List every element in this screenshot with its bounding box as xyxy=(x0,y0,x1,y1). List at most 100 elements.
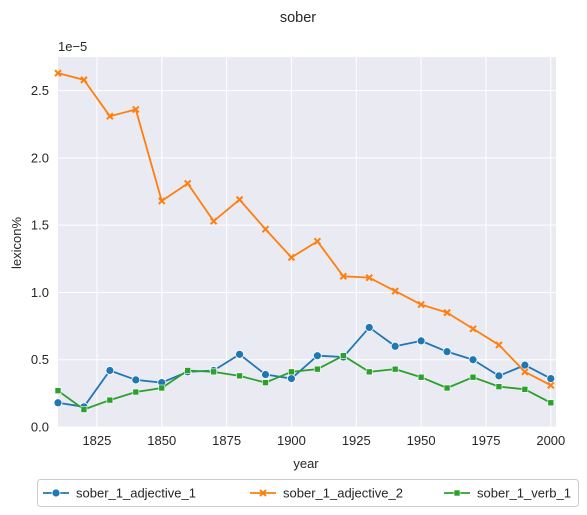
data-point-stroke xyxy=(495,341,503,349)
legend-label: sober_1_verb_1 xyxy=(477,486,571,501)
y-tick-label: 2.5 xyxy=(31,83,49,98)
data-point xyxy=(416,336,426,346)
data-point xyxy=(546,374,556,383)
data-point-stroke xyxy=(209,217,218,225)
x-tick-label: 1875 xyxy=(212,433,241,448)
y-tick-label: 0.0 xyxy=(31,420,49,435)
data-point xyxy=(314,365,321,373)
data-point xyxy=(365,273,373,282)
data-point-stroke xyxy=(106,112,114,120)
data-point xyxy=(80,406,88,413)
data-point xyxy=(391,365,399,373)
data-point-stroke xyxy=(235,195,244,204)
data-point xyxy=(417,300,425,309)
data-point xyxy=(53,398,63,408)
data-point-stroke xyxy=(313,237,322,246)
series-line xyxy=(57,354,552,411)
data-point xyxy=(340,352,347,359)
data-point xyxy=(390,341,400,351)
data-point xyxy=(261,225,270,233)
x-tick-label: 1900 xyxy=(277,433,306,448)
x-tick-label: 1850 xyxy=(147,433,176,448)
data-point-stroke xyxy=(547,381,555,389)
legend-label: sober_1_adjective_2 xyxy=(283,486,403,501)
data-point xyxy=(132,105,140,114)
y-tick-label: 1.0 xyxy=(31,285,49,300)
data-point-stroke xyxy=(521,368,529,376)
data-point xyxy=(262,379,269,386)
data-point-stroke xyxy=(158,197,166,205)
data-point xyxy=(547,399,555,407)
series-line xyxy=(57,72,552,387)
data-point-stroke xyxy=(365,273,373,282)
data-point xyxy=(468,355,478,365)
data-point xyxy=(261,370,270,379)
data-point xyxy=(209,217,218,225)
data-point xyxy=(469,325,477,333)
plot-area xyxy=(58,57,556,427)
data-point xyxy=(184,367,191,374)
data-point xyxy=(339,272,348,281)
legend-marker-stroke xyxy=(259,489,267,497)
data-point-stroke xyxy=(443,308,451,317)
data-point xyxy=(443,384,451,392)
data-point-stroke xyxy=(287,253,296,262)
x-tick-label: 1925 xyxy=(342,433,371,448)
data-point xyxy=(364,323,374,332)
data-point xyxy=(158,197,166,205)
data-point xyxy=(417,373,425,381)
y-tick-label: 1.5 xyxy=(31,218,49,233)
legend-entry: sober_1_verb_1 xyxy=(444,486,571,501)
data-point-stroke xyxy=(80,76,88,84)
series-sober_1_adjective_2 xyxy=(54,69,555,389)
data-point xyxy=(210,368,217,376)
data-point xyxy=(131,375,141,385)
data-point xyxy=(313,237,322,246)
data-point xyxy=(520,360,530,370)
series-layer xyxy=(53,69,556,413)
data-point xyxy=(287,374,296,383)
data-point xyxy=(365,368,373,376)
data-point-stroke xyxy=(417,300,425,309)
data-point xyxy=(494,371,504,381)
data-point xyxy=(442,347,452,357)
grid xyxy=(58,57,556,428)
legend-box xyxy=(37,479,579,507)
data-point-stroke xyxy=(183,179,192,188)
legend: sober_1_adjective_1 sober_1_adjective_2 so… xyxy=(37,479,579,507)
data-point xyxy=(495,383,503,390)
x-tick-label: 2000 xyxy=(536,433,565,448)
y-tick-label: 0.5 xyxy=(31,352,49,367)
x-tick-label: 1950 xyxy=(407,433,436,448)
data-point xyxy=(469,373,477,381)
data-point-stroke xyxy=(132,105,140,114)
data-point xyxy=(288,368,295,376)
data-point xyxy=(235,349,244,359)
y-tick-label: 2.0 xyxy=(31,150,49,165)
data-point-stroke xyxy=(391,287,399,295)
data-point xyxy=(106,396,114,404)
data-point xyxy=(183,179,192,188)
data-point xyxy=(547,381,555,389)
data-point-stroke xyxy=(261,225,270,233)
data-point xyxy=(521,368,529,376)
data-point xyxy=(158,384,166,392)
legend-label: sober_1_adjective_1 xyxy=(76,486,196,501)
legend-entry: sober_1_adjective_1 xyxy=(43,486,196,501)
legend-marker xyxy=(51,488,61,498)
data-point xyxy=(106,112,114,120)
data-point xyxy=(495,341,503,349)
data-point xyxy=(80,76,88,84)
data-point xyxy=(132,388,140,396)
data-point-stroke xyxy=(339,272,348,281)
data-point xyxy=(236,372,243,380)
legend-entry: sober_1_adjective_2 xyxy=(250,486,403,501)
data-point xyxy=(391,287,399,295)
tick-labels: 1825 1850 1875 1900 1925 1950 1975 2000 0.0 0.5 1.… xyxy=(31,83,565,448)
legend-marker xyxy=(259,489,267,497)
data-point xyxy=(105,366,115,375)
data-point xyxy=(54,69,62,77)
data-point-stroke xyxy=(54,69,62,77)
chart-title: sober xyxy=(280,10,316,26)
